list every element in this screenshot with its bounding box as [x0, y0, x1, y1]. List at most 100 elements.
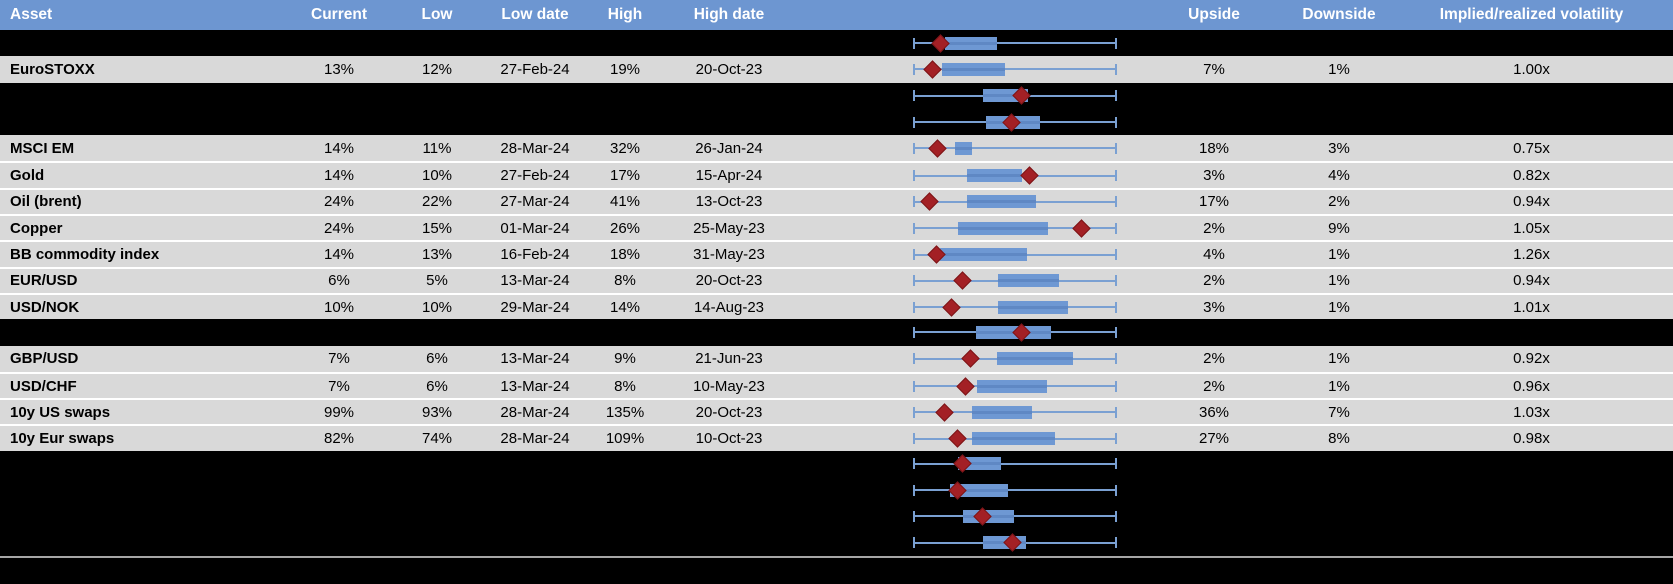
whisker-cap-left-icon [913, 301, 915, 313]
implied-realized-value: 0.92x [1513, 350, 1550, 368]
current-marker-diamond-icon [948, 429, 967, 448]
low-date: 13-Mar-24 [500, 272, 570, 290]
whisker-cap-left-icon [913, 170, 915, 182]
table-row: EuroSTOXX 13% 12% 27-Feb-24 19% 20-Oct-2… [0, 56, 1673, 83]
implied-realized-value: 1.03x [1513, 403, 1550, 421]
whisker-cap-left-icon [913, 196, 915, 208]
col-header-downside: Downside [1302, 6, 1376, 23]
table-row [0, 450, 1673, 478]
whisker-cap-right-icon [1115, 458, 1117, 470]
implied-realized-value: 0.94x [1513, 272, 1550, 290]
whisker-cap-right-icon [1115, 510, 1117, 522]
low-date: 13-Mar-24 [500, 350, 570, 368]
current-value: 14% [323, 246, 355, 264]
downside-value: 1% [1328, 246, 1350, 264]
asset-name: Oil (brent) [10, 193, 82, 211]
range-chart-cell [792, 319, 1140, 345]
boxplot [913, 477, 1117, 503]
whisker-cap-left-icon [913, 510, 915, 522]
low-value: 22% [421, 193, 453, 211]
low-value: 6% [426, 350, 448, 368]
high-date: 26-Jan-24 [695, 139, 763, 157]
whisker-cap-right-icon [1115, 326, 1117, 338]
col-header-current: Current [311, 6, 367, 23]
low-value: 10% [421, 167, 453, 185]
whisker-line [913, 42, 1117, 45]
downside-value: 3% [1328, 139, 1350, 157]
boxplot [913, 374, 1117, 398]
whisker-cap-right-icon [1115, 116, 1117, 128]
implied-realized-value: 1.01x [1513, 298, 1550, 316]
asset-name: Gold [10, 167, 45, 185]
boxplot [913, 135, 1117, 161]
high-value: 135% [605, 403, 645, 421]
downside-value: 1% [1328, 298, 1350, 316]
table-row: 10y US swaps 99% 93% 28-Mar-24 135% 20-O… [0, 398, 1673, 425]
low-value: 15% [421, 219, 453, 237]
asset-name: USD/NOK [10, 298, 80, 316]
low-date: 28-Mar-24 [500, 139, 570, 157]
whisker-cap-right-icon [1115, 484, 1117, 496]
whisker-cap-right-icon [1115, 222, 1117, 234]
whisker-cap-left-icon [913, 142, 915, 154]
range-chart-cell [792, 451, 1140, 477]
whisker-cap-right-icon [1115, 90, 1117, 102]
range-chart-cell [792, 477, 1140, 503]
upside-value: 27% [1198, 430, 1230, 448]
table-row: USD/NOK 10% 10% 29-Mar-24 14% 14-Aug-23 … [0, 292, 1673, 320]
high-value: 18% [609, 246, 641, 264]
range-chart-cell [792, 135, 1140, 161]
current-marker-diamond-icon [942, 297, 962, 317]
whisker-cap-left-icon [913, 537, 915, 549]
whisker-line [913, 489, 1117, 492]
current-marker-diamond-icon [956, 376, 975, 396]
whisker-cap-left-icon [913, 326, 915, 338]
upside-value: 3% [1203, 298, 1225, 316]
current-value: 13% [323, 60, 355, 78]
range-box [998, 300, 1069, 314]
current-value: 7% [328, 350, 350, 368]
whisker-cap-right-icon [1115, 537, 1117, 549]
range-box [939, 248, 1028, 262]
asset-name: Copper [10, 219, 63, 237]
range-box [972, 432, 1055, 446]
col-header-low: Low [421, 6, 453, 23]
range-box [955, 141, 972, 155]
col-header-high: High [607, 6, 643, 23]
low-value: 11% [422, 139, 452, 157]
boxplot [913, 190, 1117, 214]
current-marker-diamond-icon [920, 192, 939, 212]
downside-value: 7% [1328, 403, 1350, 421]
range-chart-cell [792, 109, 1140, 135]
upside-value: 2% [1203, 272, 1225, 290]
asset-name: EuroSTOXX [10, 60, 95, 78]
high-date: 13-Oct-23 [695, 193, 763, 211]
boxplot [913, 242, 1117, 266]
range-box [976, 379, 1047, 393]
whisker-cap-right-icon [1115, 380, 1117, 392]
boxplot [913, 400, 1117, 424]
downside-value: 9% [1328, 219, 1350, 237]
boxplot [913, 83, 1117, 109]
whisker-cap-left-icon [913, 353, 915, 365]
implied-realized-value: 0.75x [1513, 139, 1550, 157]
downside-value: 1% [1328, 60, 1350, 78]
col-header-high-date: High date [693, 6, 765, 23]
table-row: BB commodity index 14% 13% 16-Feb-24 18%… [0, 240, 1673, 267]
low-date: 01-Mar-24 [500, 219, 570, 237]
implied-realized-value: 0.94x [1513, 193, 1550, 211]
range-box [972, 405, 1032, 419]
low-date: 16-Feb-24 [500, 246, 570, 264]
whisker-cap-left-icon [913, 380, 915, 392]
table-row: Oil (brent) 24% 22% 27-Mar-24 41% 13-Oct… [0, 187, 1673, 215]
high-value: 26% [609, 219, 641, 237]
range-chart-cell [792, 83, 1140, 109]
asset-name: GBP/USD [10, 350, 79, 368]
range-chart-cell [792, 56, 1140, 82]
boxplot [913, 109, 1117, 135]
implied-realized-value: 1.05x [1513, 219, 1550, 237]
whisker-cap-right-icon [1115, 353, 1117, 365]
whisker-cap-right-icon [1115, 406, 1117, 418]
whisker-cap-right-icon [1115, 63, 1117, 75]
whisker-line [913, 462, 1117, 465]
